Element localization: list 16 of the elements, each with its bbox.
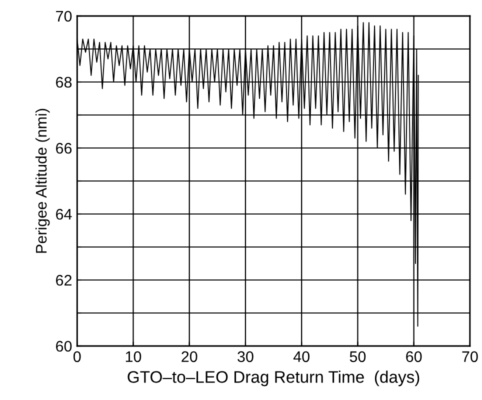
y-tick-label: 64	[56, 208, 72, 220]
y-tick-label: 60	[56, 340, 72, 352]
x-tick-label: 10	[126, 351, 142, 362]
x-tick-label: 40	[293, 351, 310, 362]
x-tick-label: 0	[73, 351, 81, 362]
x-tick-label: 60	[406, 351, 422, 362]
y-tick-label: 70	[56, 10, 72, 22]
y-axis-title: Perigee Altitude (nmi)	[35, 108, 50, 253]
x-tick-label: 30	[238, 351, 254, 362]
y-tick-label: 66	[56, 142, 72, 154]
x-tick-label: 20	[182, 351, 198, 362]
y-tick-label: 68	[56, 76, 72, 88]
y-tick-label: 62	[56, 274, 72, 286]
x-axis-title: GTO–to–LEO Drag Return Time (days)	[128, 370, 420, 386]
x-tick-label: 50	[350, 351, 366, 362]
x-tick-label: 70	[462, 351, 478, 362]
